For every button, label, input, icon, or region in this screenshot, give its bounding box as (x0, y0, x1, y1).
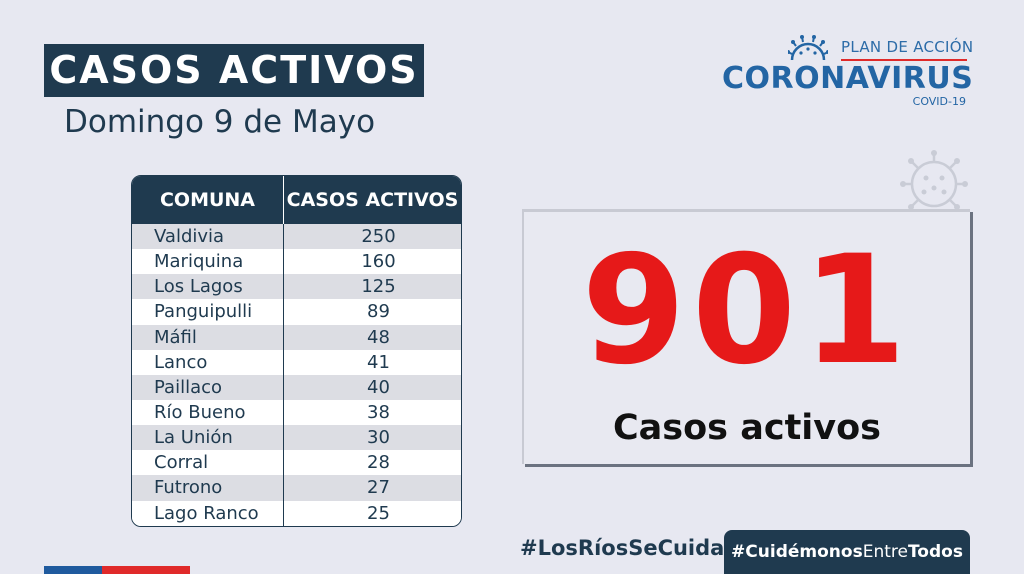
table-row: Panguipulli 89 (132, 299, 461, 325)
footer-stripe-blue (44, 566, 102, 574)
total-cases-label: Casos activos (613, 408, 881, 448)
table-row: Futrono 27 (132, 475, 461, 501)
casos-cell: 40 (367, 376, 390, 398)
table-row: Paillaco 40 (132, 374, 461, 400)
table-header: COMUNA CASOS ACTIVOS (132, 176, 461, 224)
table-row: Lago Ranco 25 (132, 500, 461, 526)
table-row: Lanco 41 (132, 349, 461, 375)
footer-stripe-red (102, 566, 190, 574)
comuna-cell: Lanco (132, 349, 284, 375)
logo-main-text: CORONAVIRUS (722, 61, 974, 96)
casos-cell: 25 (367, 502, 390, 524)
hashtag-cuidemonos: #Cuidémonos Entre Todos (724, 530, 970, 574)
casos-cell: 48 (367, 326, 390, 348)
comuna-cell: Máfil (132, 324, 284, 350)
comuna-cell: Panguipulli (132, 299, 284, 325)
hashtag-los-rios: #LosRíosSeCuida (520, 536, 725, 560)
comuna-cell: Paillaco (132, 374, 284, 400)
comuna-cell: Lago Ranco (132, 500, 284, 526)
cases-table: COMUNA CASOS ACTIVOS Valdivia 250 Mariqui… (131, 175, 462, 527)
date-subtitle: Domingo 9 de Mayo (64, 104, 376, 140)
coronavirus-logo: PLAN DE ACCIÓN CORONAVIRUS COVID-19 (720, 34, 974, 114)
comuna-cell: Los Lagos (132, 274, 284, 300)
comuna-cell: Futrono (132, 475, 284, 501)
casos-cell: 27 (367, 477, 390, 499)
logo-plan-text: PLAN DE ACCIÓN (841, 38, 974, 56)
table-row: Río Bueno 38 (132, 399, 461, 426)
table-row: La Unión 30 (132, 425, 461, 451)
virus-decoration-icon (900, 150, 968, 210)
logo-underline (841, 59, 967, 61)
table-row: Máfil 48 (132, 324, 461, 350)
casos-cell: 89 (367, 301, 390, 323)
total-cases-number: 901 (581, 224, 913, 398)
header-casos: CASOS ACTIVOS (286, 189, 459, 211)
comuna-cell: Corral (132, 450, 284, 476)
hashtag-part-3: Todos (907, 542, 963, 562)
hashtag-part-1: #Cuidémonos (731, 542, 863, 562)
comuna-cell: La Unión (132, 425, 284, 451)
comuna-cell: Río Bueno (132, 399, 284, 426)
virus-logo-icon (788, 35, 828, 60)
total-cases-card: 901 Casos activos (522, 209, 970, 464)
casos-cell: 125 (361, 276, 396, 298)
table-row: Los Lagos 125 (132, 274, 461, 300)
comuna-cell: Mariquina (132, 249, 284, 275)
table-row: Valdivia 250 (132, 224, 461, 250)
comuna-cell: Valdivia (132, 224, 284, 250)
casos-cell: 38 (367, 402, 390, 424)
page-title: CASOS ACTIVOS (44, 44, 424, 97)
table-body: Valdivia 250 Mariquina 160 Los Lagos 125 Pa… (132, 224, 461, 526)
casos-cell: 30 (367, 427, 390, 449)
header-comuna: COMUNA (132, 176, 284, 224)
hashtag-part-2: Entre (862, 542, 908, 562)
logo-sub-text: COVID-19 (912, 95, 966, 108)
casos-cell: 160 (361, 251, 396, 273)
casos-cell: 41 (367, 351, 390, 373)
casos-cell: 28 (367, 452, 390, 474)
casos-cell: 250 (361, 226, 396, 248)
table-row: Mariquina 160 (132, 249, 461, 275)
table-row: Corral 28 (132, 450, 461, 476)
